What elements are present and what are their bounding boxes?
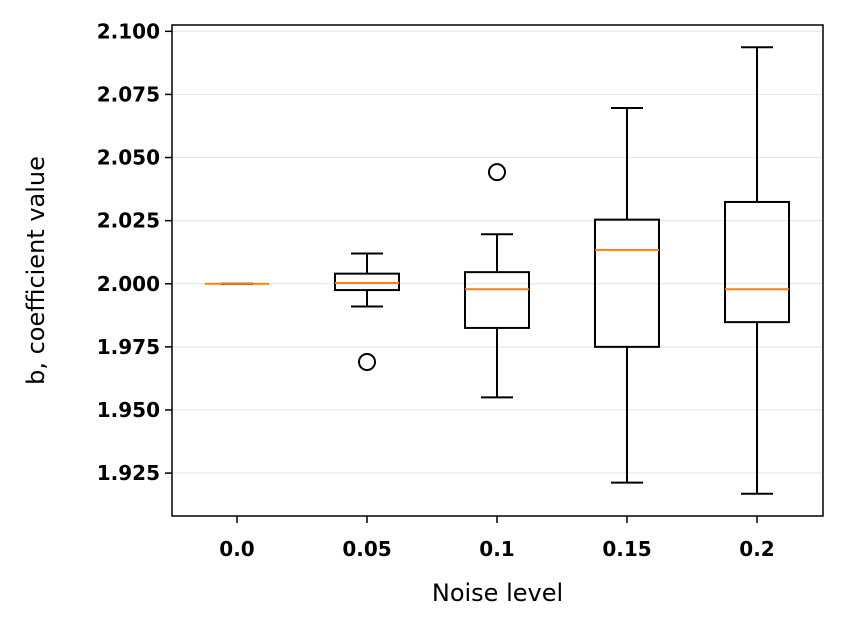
x-tick-label: 0.1 [479, 537, 514, 561]
x-tick-label: 0.05 [342, 537, 391, 561]
y-tick-label: 2.000 [97, 272, 160, 296]
y-tick-label: 1.925 [97, 461, 160, 485]
iqr-box [594, 218, 660, 348]
x-tick-label: 0.2 [739, 537, 774, 561]
ticks: 1.925 1.950 1.975 2.000 2.025 2.050 2.075 2.100… [97, 19, 775, 561]
boxes [205, 46, 790, 495]
box-0.15 [594, 107, 660, 484]
y-tick-label: 1.950 [97, 398, 160, 422]
y-tick-label: 2.100 [97, 19, 160, 43]
y-tick-label: 2.050 [97, 146, 160, 170]
box-0.1 [464, 163, 530, 399]
x-tick-label: 0.0 [219, 537, 254, 561]
y-axis-label: b, coefficient value [22, 156, 50, 385]
y-tick-label: 2.025 [97, 209, 160, 233]
x-axis-label: Noise level [432, 579, 563, 607]
x-tick-label: 0.15 [602, 537, 651, 561]
y-tick-label: 1.975 [97, 335, 160, 359]
outlier-point [488, 163, 506, 182]
box-0.05 [334, 252, 400, 372]
iqr-box [464, 271, 530, 329]
iqr-box [334, 272, 400, 292]
outlier-point [358, 353, 376, 372]
y-tick-label: 2.075 [97, 82, 160, 106]
box-0.2 [724, 46, 790, 495]
iqr-box [724, 200, 790, 324]
